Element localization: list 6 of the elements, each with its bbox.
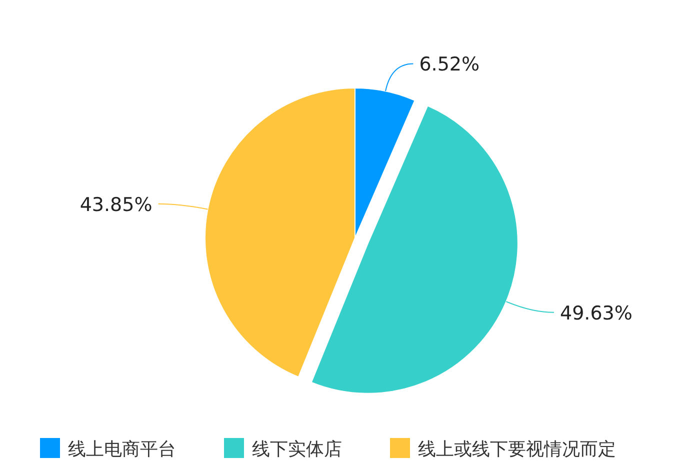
legend-label: 线上电商平台 <box>68 439 176 460</box>
data-label: 43.85% <box>80 194 152 216</box>
data-label: 49.63% <box>560 302 632 324</box>
data-label: 6.52% <box>419 54 480 76</box>
legend-label: 线上或线下要视情况而定 <box>418 439 616 460</box>
legend-label: 线下实体店 <box>252 439 342 460</box>
